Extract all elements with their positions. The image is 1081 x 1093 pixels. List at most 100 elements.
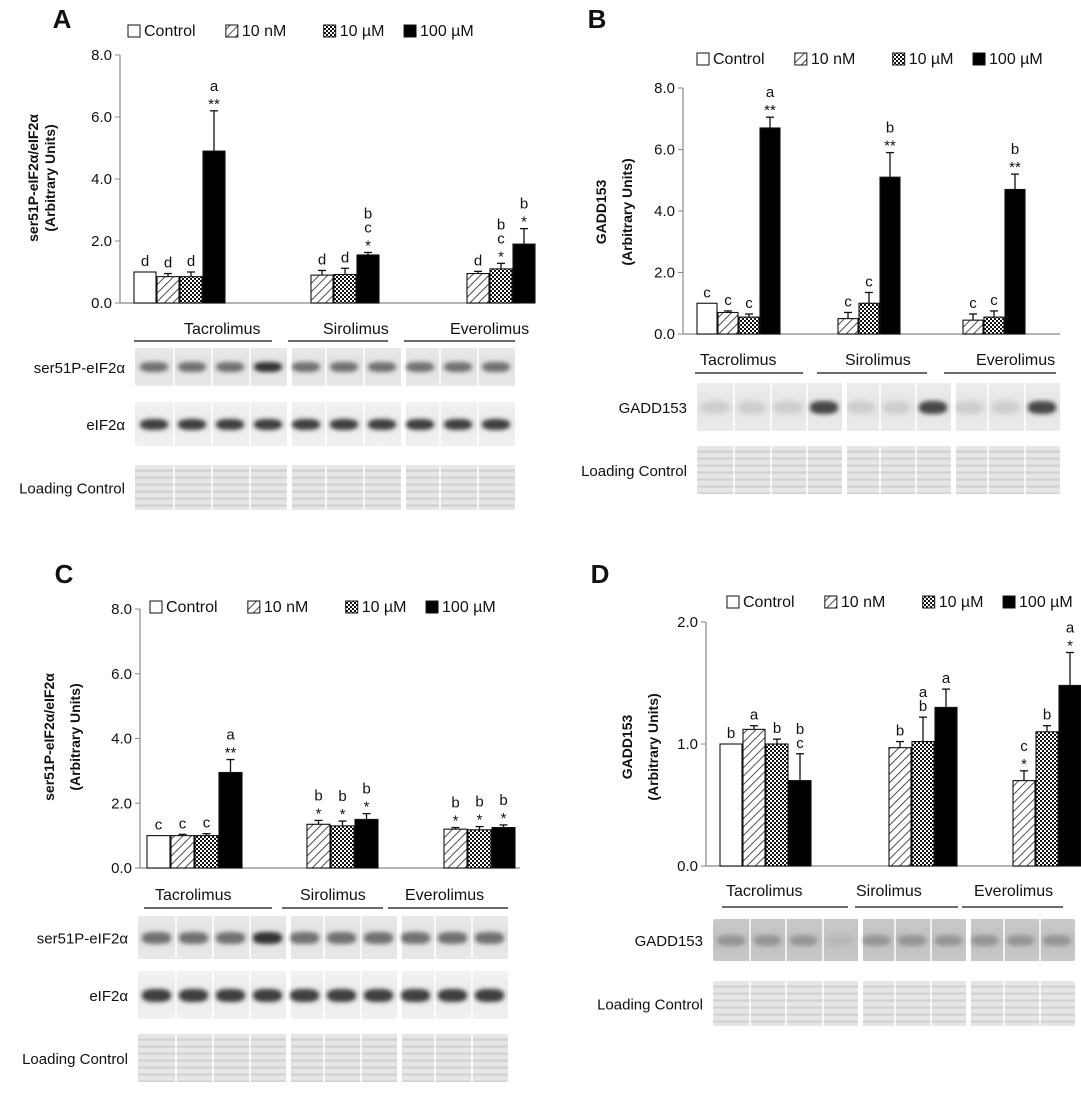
blot-band [898,934,926,946]
significance-label: c [703,284,711,301]
blot-image-0 [713,919,1075,961]
panel-letter: A [53,4,72,34]
bar-100-m-sirolimus [356,254,380,304]
y-axis-subtitle: (Arbitrary Units) [42,124,58,231]
lane-separator [785,919,787,961]
legend-swatch-0 [127,24,141,38]
lane-separator [434,916,436,959]
lane-separator [401,465,406,510]
significance-label: c [796,735,804,752]
lane-separator [286,916,291,959]
significance-label: a [226,727,235,744]
lane-separator [842,446,847,494]
bar-100-m-everolimus [491,826,516,869]
y-tick-label: 6.0 [654,142,675,159]
bar-10-nm-tacrolimus [156,276,180,304]
lane-separator [211,402,213,446]
significance-label: d [141,253,149,270]
blot-band [215,362,245,373]
significance-label: b [362,781,370,798]
bar-10-m-tacrolimus [765,743,789,867]
lane-separator [1024,383,1026,431]
bar-10-nm-sirolimus [310,274,334,304]
blot-row-label: GADD153 [619,400,687,417]
significance-label: a [919,684,928,701]
significance-label: a [750,707,759,724]
lane-separator [211,348,213,386]
y-tick-label: 2.0 [91,233,112,250]
blot-image-2 [135,465,515,510]
group-label-tacrolimus: Tacrolimus [726,883,802,900]
blot-image-0 [697,383,1060,431]
lane-separator [1024,446,1026,494]
lane-separator [211,465,213,510]
bar-10-m-everolimus [489,268,513,304]
lane-separator [471,1034,473,1082]
bar-control-tacrolimus [719,743,743,867]
lane-separator [822,919,824,961]
significance-label: b [1011,141,1019,158]
lane-separator [360,971,362,1019]
blot-band [367,418,397,431]
bar-100-m-everolimus [1004,188,1026,335]
legend-label: Control [144,23,196,40]
blot-band [364,989,393,1002]
lane-separator [363,465,365,510]
lane-separator [806,446,808,494]
lane-separator [477,348,479,386]
significance-label: b [364,205,372,222]
lane-separator [325,465,327,510]
significance-label: * [477,812,483,829]
blot-band [364,932,393,944]
y-axis-subtitle: (Arbitrary Units) [645,693,661,800]
blot-band [290,932,319,944]
blot-band [934,934,963,946]
lane-separator [212,916,214,959]
lane-separator [987,446,989,494]
blot-band [401,932,430,944]
lane-separator [323,916,325,959]
y-tick-label: 0.0 [654,326,675,343]
lane-separator [987,383,989,431]
legend-label: 10 nM [242,23,286,40]
y-tick-label: 8.0 [91,47,112,64]
legend-swatch-3 [972,52,986,66]
blot-row-label: ser51P-eIF2α [37,931,129,948]
lane-separator [966,919,971,961]
significance-label: * [498,248,504,265]
lane-separator [1003,981,1005,1026]
lane-separator [175,916,177,959]
lane-separator [842,383,847,431]
blot-band [970,934,999,946]
lane-separator [323,971,325,1019]
blot-band [438,989,467,1002]
lane-separator [439,402,441,446]
significance-label: * [521,214,527,231]
lane-separator [749,919,751,961]
lane-separator [363,402,365,446]
blot-band [177,418,207,431]
blot-band [789,934,818,946]
legend-swatch-3 [403,24,417,38]
bar-10-nm-tacrolimus [170,835,195,869]
legend-label: 10 µM [909,51,954,68]
blot-band [329,418,359,431]
blot-row-label: Loading Control [19,481,125,498]
significance-label: a [942,670,951,687]
blot-band [290,989,319,1002]
legend-label: 10 µM [340,23,385,40]
lane-separator [325,348,327,386]
lane-separator [286,1034,291,1082]
panel-letter: D [591,559,610,589]
blot-band [882,401,911,414]
blot-band [179,932,208,944]
group-label-sirolimus: Sirolimus [856,883,922,900]
lane-separator [173,465,175,510]
bar-100-m-everolimus [1058,684,1081,867]
bar-100-m-sirolimus [934,706,958,867]
significance-label: c [203,815,211,832]
lane-separator [287,348,292,386]
lane-separator [477,465,479,510]
lane-separator [249,348,251,386]
blot-band [291,362,321,373]
